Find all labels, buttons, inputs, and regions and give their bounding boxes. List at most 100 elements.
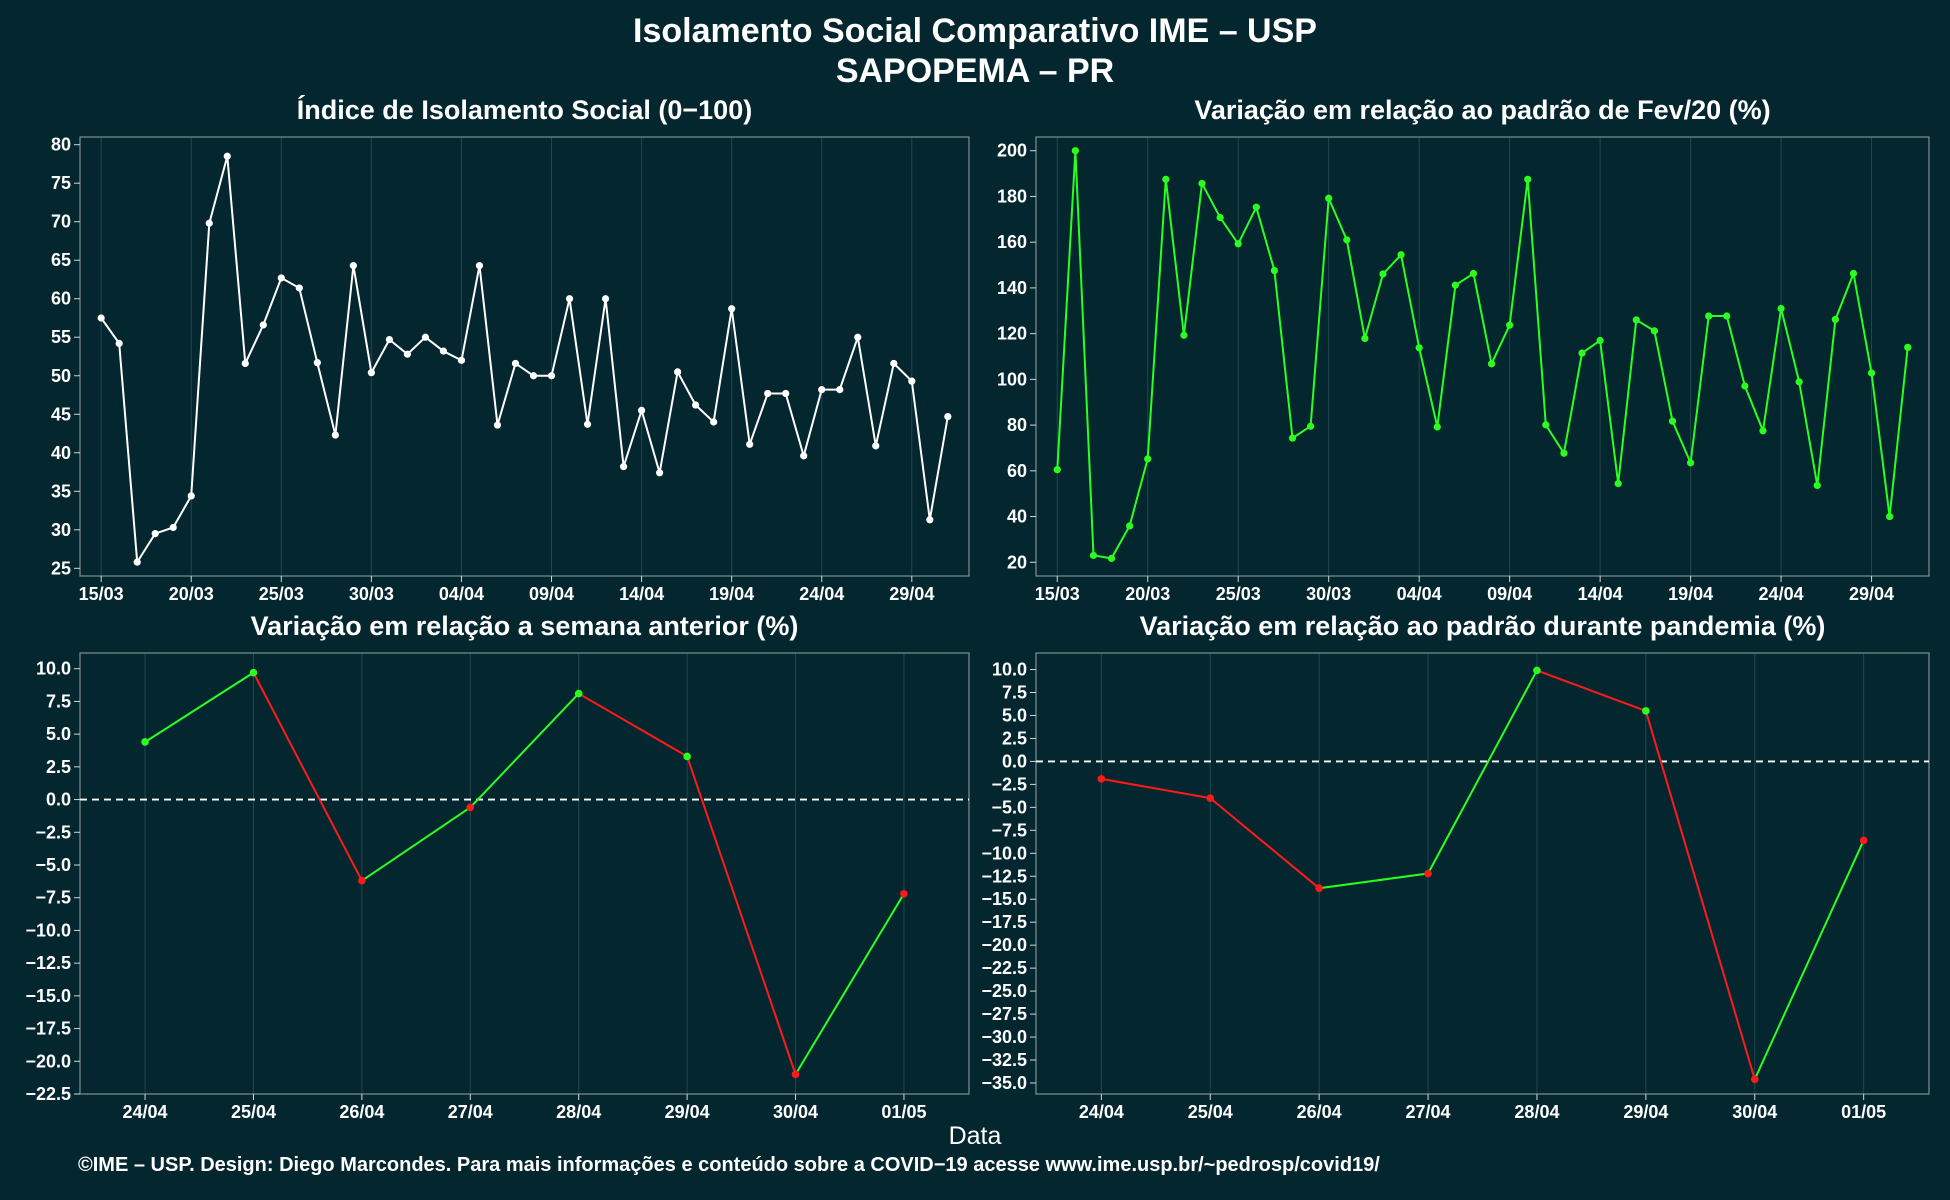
series-segment — [1753, 840, 1865, 1080]
data-point — [367, 369, 375, 377]
y-tick-label: −30.0 — [981, 1027, 1027, 1047]
data-point — [710, 418, 718, 426]
y-tick-label: −17.5 — [981, 912, 1027, 932]
data-point — [1705, 312, 1713, 320]
x-tick-label: 04/04 — [439, 584, 484, 604]
data-point — [1560, 449, 1568, 457]
y-tick-label: −10.0 — [981, 843, 1027, 863]
y-tick-label: 5.0 — [1002, 705, 1027, 725]
y-tick-label: 120 — [997, 324, 1027, 344]
data-point — [1750, 1075, 1759, 1084]
y-tick-label: 50 — [51, 366, 71, 386]
data-point — [151, 530, 159, 538]
data-point — [97, 314, 105, 322]
data-point — [764, 389, 772, 398]
data-point — [565, 295, 574, 303]
y-tick-label: 5.0 — [46, 724, 71, 744]
data-point — [1686, 459, 1695, 467]
data-point — [349, 262, 357, 270]
y-tick-label: −12.5 — [25, 953, 71, 973]
data-point — [1487, 360, 1496, 368]
y-tick-label: 80 — [1007, 415, 1027, 435]
x-tick-label: 25/03 — [259, 584, 304, 604]
y-tick-label: −5.0 — [991, 797, 1027, 817]
y-tick-label: 45 — [51, 404, 71, 424]
data-point — [926, 516, 934, 524]
y-tick-label: 80 — [51, 135, 71, 155]
data-point — [313, 359, 321, 367]
data-point — [457, 356, 466, 364]
x-tick-label: 27/04 — [1406, 1102, 1451, 1122]
y-tick-label: 10.0 — [36, 659, 71, 679]
data-point — [403, 350, 412, 358]
data-point — [1180, 331, 1188, 339]
series-segment — [1101, 777, 1211, 800]
data-point — [1252, 203, 1260, 211]
data-point — [818, 386, 826, 394]
y-tick-label: 180 — [997, 186, 1027, 206]
panel-border — [1035, 652, 1930, 1095]
x-tick-label: 24/04 — [1079, 1102, 1124, 1122]
data-point — [1071, 147, 1079, 155]
data-point — [205, 219, 213, 227]
y-tick-label: 2.5 — [46, 757, 71, 777]
data-point — [295, 284, 303, 292]
y-tick-label: −5.0 — [35, 855, 71, 875]
data-point — [358, 876, 366, 885]
y-tick-label: 2.5 — [1002, 728, 1027, 748]
data-point — [259, 321, 267, 329]
y-tick-label: 140 — [997, 278, 1027, 298]
x-tick-label: 24/04 — [123, 1102, 168, 1122]
y-tick-label: −20.0 — [981, 935, 1027, 955]
y-tick-label: 55 — [51, 327, 71, 347]
y-tick-label: 25 — [51, 558, 71, 578]
y-tick-label: −32.5 — [981, 1050, 1027, 1070]
y-tick-label: 7.5 — [1002, 683, 1027, 703]
x-tick-label: 30/04 — [773, 1102, 818, 1122]
data-point — [692, 401, 700, 409]
data-point — [1795, 378, 1803, 386]
x-tick-label: 30/04 — [1732, 1102, 1777, 1122]
data-point — [583, 420, 592, 428]
x-tick-label: 01/05 — [881, 1102, 926, 1122]
y-tick-label: 0.0 — [46, 790, 71, 810]
data-point — [1053, 466, 1061, 474]
data-point — [1216, 213, 1224, 222]
series-segment — [361, 806, 471, 882]
y-tick-label: 10.0 — [992, 660, 1027, 680]
data-point — [1379, 270, 1387, 278]
y-tick-label: −17.5 — [25, 1019, 71, 1039]
x-tick-label: 25/03 — [1216, 584, 1261, 604]
x-tick-label: 20/03 — [169, 584, 214, 604]
chart-panel-3: Variação em relação a semana anterior (%… — [25, 611, 970, 1122]
chart-subtitle: SAPOPEMA – PR — [835, 52, 1115, 90]
x-tick-label: 01/05 — [1841, 1102, 1886, 1122]
series-line — [1056, 150, 1909, 560]
x-tick-label: 29/04 — [889, 584, 934, 604]
y-tick-label: 70 — [51, 212, 71, 232]
data-point — [169, 523, 177, 532]
y-tick-label: 160 — [997, 232, 1027, 252]
y-tick-label: −7.5 — [991, 820, 1027, 840]
x-tick-label: 15/03 — [79, 584, 124, 604]
data-point — [944, 412, 952, 421]
data-point — [1306, 422, 1315, 430]
data-point — [223, 152, 231, 160]
series-segment — [469, 692, 580, 809]
y-tick-label: −2.5 — [35, 822, 71, 842]
x-tick-label: 19/04 — [1668, 584, 1713, 604]
data-point — [674, 368, 682, 376]
data-point — [1206, 794, 1215, 802]
data-point — [249, 668, 258, 677]
data-point — [421, 333, 430, 341]
data-point — [1144, 455, 1152, 463]
panel-title: Variação em relação ao padrão de Fev/20 … — [1194, 95, 1770, 125]
data-point — [1415, 344, 1423, 352]
x-tick-label: 29/04 — [1849, 584, 1894, 604]
data-point — [683, 752, 691, 761]
data-point — [791, 1070, 800, 1079]
data-point — [141, 738, 149, 746]
data-point — [728, 305, 736, 313]
data-point — [1451, 281, 1459, 289]
